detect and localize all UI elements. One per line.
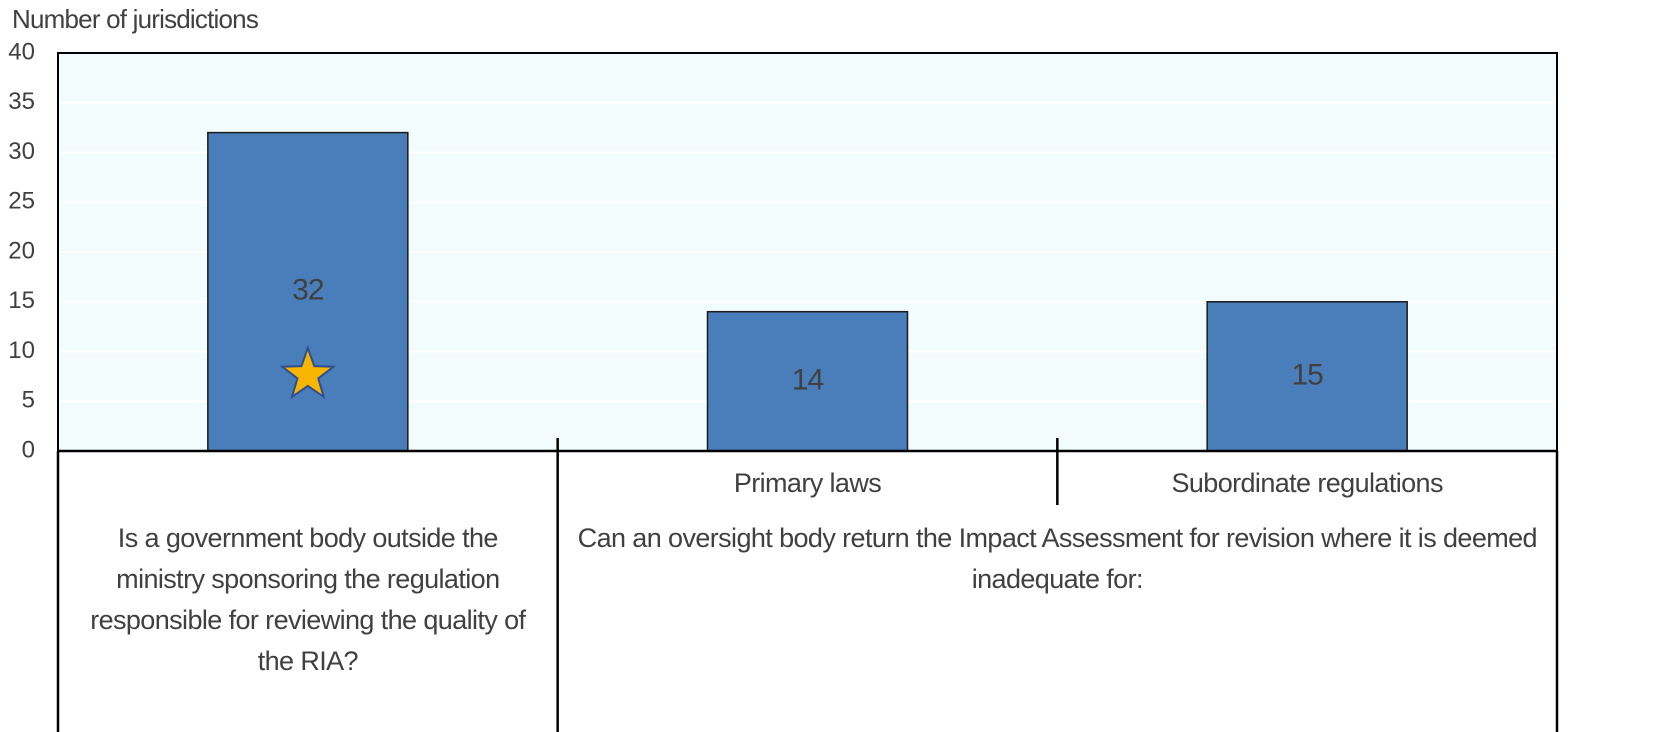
y-tick-label: 25 <box>8 188 35 215</box>
bar <box>207 131 409 452</box>
y-tick-label: 30 <box>8 138 35 165</box>
value-label: 32 <box>292 274 324 307</box>
star-marker <box>279 345 337 400</box>
y-tick-label: 40 <box>8 38 35 65</box>
bar <box>1206 301 1408 452</box>
group-label: Can an oversight body return the Impact … <box>577 523 1538 594</box>
value-label: 15 <box>1291 358 1323 391</box>
group-label: Is a government body outside the ministr… <box>90 523 526 676</box>
y-tick-label: 0 <box>22 436 35 463</box>
y-tick-label: 10 <box>8 337 35 364</box>
x-tick-label: Primary laws <box>733 468 882 498</box>
y-axis-title: Number of jurisdictions <box>12 4 259 34</box>
bar <box>706 310 909 452</box>
value-label: 14 <box>792 363 824 396</box>
y-tick-label: 5 <box>22 387 35 414</box>
y-tick-label: 35 <box>8 88 35 115</box>
x-tick-label: Subordinate regulations <box>1171 468 1443 498</box>
y-tick-label: 20 <box>8 237 35 264</box>
y-tick-label: 15 <box>8 287 35 314</box>
